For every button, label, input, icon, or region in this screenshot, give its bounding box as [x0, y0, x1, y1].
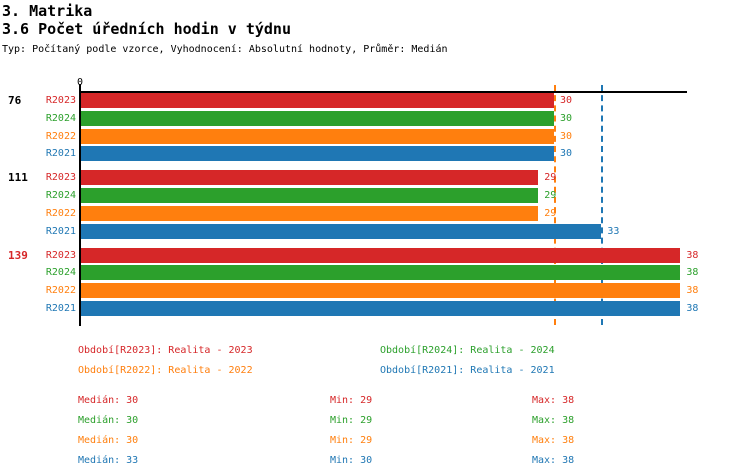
series-row-label: R2024 — [45, 190, 76, 202]
stat-min: Min: 29 — [330, 415, 373, 426]
bar — [81, 93, 554, 108]
bar — [81, 146, 554, 162]
bar-value-label: 29 — [544, 190, 557, 202]
stat-median: Medián: 30 — [78, 415, 139, 426]
bar — [81, 265, 681, 281]
stat-max: Max: 38 — [532, 455, 575, 466]
bar-value-label: 38 — [686, 303, 699, 314]
group-label: 76 — [8, 94, 22, 107]
series-row-label: R2023 — [45, 95, 76, 106]
legend-item: Období[R2022]: Realita - 2022 — [78, 365, 253, 376]
median-reference-line — [554, 85, 556, 325]
median-reference-line — [601, 85, 604, 325]
group-label: 139 — [8, 248, 28, 262]
stat-min: Min: 30 — [330, 455, 373, 466]
series-row-label: R2023 — [45, 172, 76, 184]
legend-item: Období[R2021]: Realita - 2021 — [380, 365, 555, 376]
axis-vertical-line — [79, 84, 81, 326]
series-row-label: R2022 — [45, 207, 76, 219]
axis-zero-label: 0 — [76, 77, 84, 88]
series-row-label: R2022 — [45, 130, 76, 142]
series-row-label: R2021 — [45, 225, 76, 237]
bar-value-label: 30 — [560, 148, 573, 160]
stat-median: Medián: 33 — [78, 455, 139, 466]
stat-max: Max: 38 — [532, 435, 575, 446]
series-row-label: R2022 — [45, 285, 76, 297]
bar — [81, 247, 681, 263]
chart-title: 3.6 Počet úředních hodin v týdnu — [2, 20, 291, 38]
stat-max: Max: 38 — [532, 415, 575, 426]
legend-item: Období[R2024]: Realita - 2024 — [380, 345, 555, 356]
stat-min: Min: 29 — [330, 435, 373, 446]
bar — [81, 128, 554, 144]
bar-value-label: 33 — [607, 225, 620, 237]
series-row-label: R2021 — [45, 148, 76, 160]
bar — [81, 188, 539, 204]
bar-chart-plot: 0 76 R2023 30 R2024 30 R2022 30 R2021 30 111 R2023… — [8, 77, 699, 326]
bar — [81, 223, 602, 239]
bar-value-label: 30 — [560, 95, 573, 106]
bar-value-label: 29 — [544, 172, 557, 184]
bar-value-label: 29 — [544, 207, 557, 219]
stat-median: Medián: 30 — [78, 435, 139, 446]
bar-value-label: 38 — [686, 285, 699, 297]
bar-value-label: 30 — [560, 112, 573, 124]
bar — [81, 283, 681, 299]
stat-min: Min: 29 — [330, 395, 373, 406]
bar — [81, 205, 539, 221]
bar — [81, 301, 681, 316]
bar-value-label: 30 — [560, 130, 573, 142]
axis-top-line — [79, 91, 687, 93]
page-title: 3. Matrika — [2, 2, 93, 20]
group-label: 111 — [8, 171, 28, 185]
stat-median: Medián: 30 — [78, 395, 139, 406]
legend-item: Období[R2023]: Realita - 2023 — [78, 345, 253, 356]
series-row-label: R2021 — [45, 303, 76, 314]
series-row-label: R2024 — [45, 112, 76, 124]
chart-meta-line: Typ: Počítaný podle vzorce, Vyhodnocení:… — [2, 44, 448, 55]
stat-max: Max: 38 — [532, 395, 575, 406]
bar-value-label: 38 — [686, 267, 699, 279]
bar — [81, 170, 539, 186]
series-row-label: R2023 — [45, 249, 76, 261]
bar — [81, 110, 554, 126]
bar-value-label: 38 — [686, 249, 699, 261]
series-row-label: R2024 — [45, 267, 76, 279]
